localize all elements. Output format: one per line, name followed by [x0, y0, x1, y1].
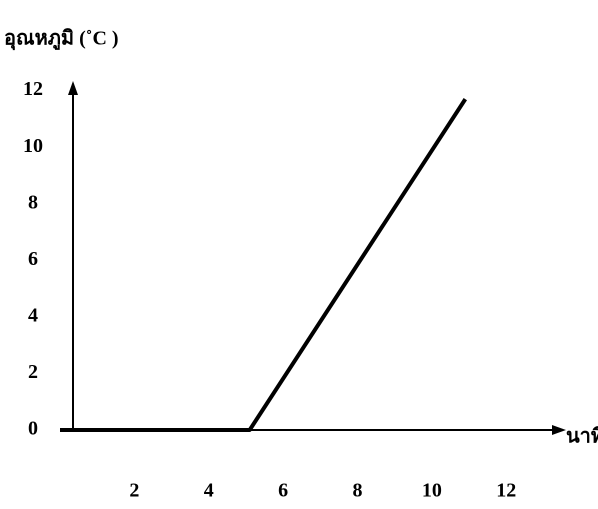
y-tick-label: 4 [28, 304, 38, 326]
y-tick-label: 12 [23, 78, 43, 100]
data-line [60, 99, 465, 430]
x-tick-label: 12 [496, 480, 516, 502]
x-axis-label: นาทีที่ [566, 421, 598, 448]
y-tick-label: 2 [28, 361, 38, 383]
x-tick-label: 4 [204, 480, 214, 502]
x-tick-label: 10 [422, 480, 442, 502]
x-tick-label: 6 [278, 480, 288, 502]
y-tick-label: 10 [23, 135, 43, 157]
chart: อุณหภูมิ (˚C ) นาทีที่ 0 2 4 6 8 10 12 2 4 6 8 10 12 [0, 0, 598, 509]
y-axis-label: อุณหภูมิ (˚C ) [4, 28, 119, 52]
y-tick-label: 0 [28, 418, 38, 440]
y-tick-label: 6 [28, 248, 38, 270]
y-tick-label: 8 [28, 191, 38, 213]
x-tick-label: 2 [129, 480, 139, 502]
y-axis-arrow [68, 81, 78, 95]
x-tick-label: 8 [352, 480, 362, 502]
x-axis-arrow [552, 425, 566, 435]
